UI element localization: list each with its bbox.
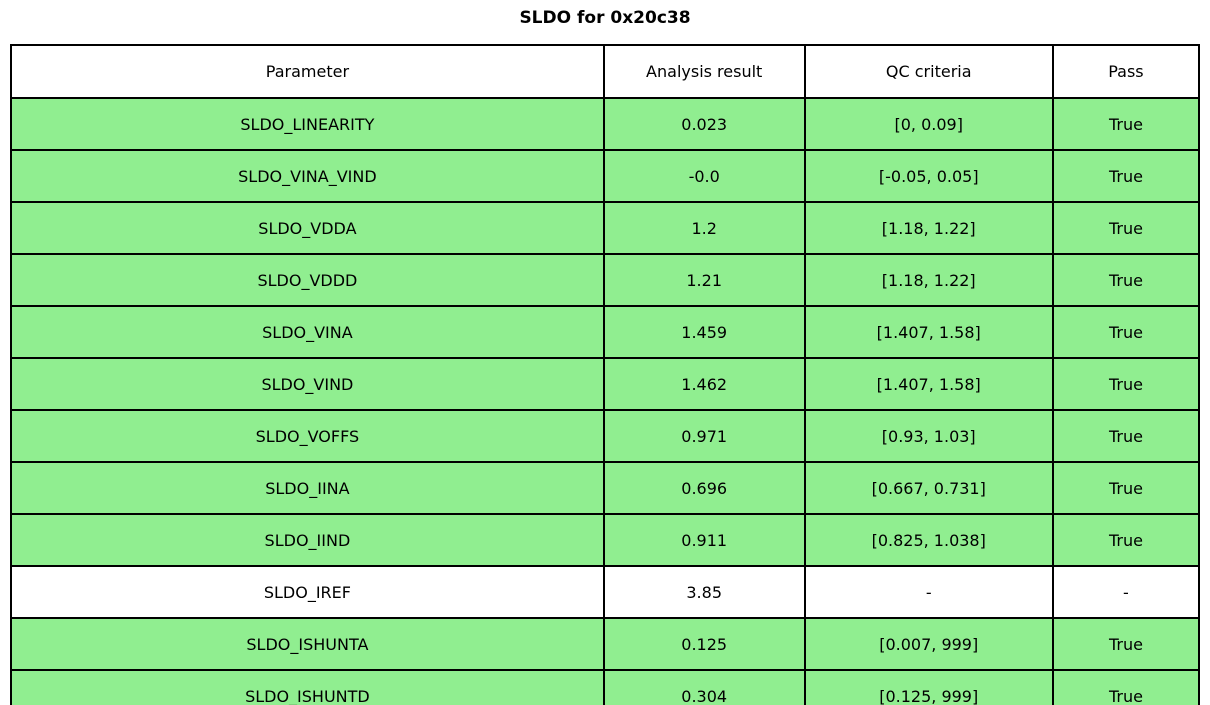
cell-analysis-result: 3.85 xyxy=(602,565,806,619)
cell-qc-criteria: [0.125, 999] xyxy=(803,669,1054,705)
page-title: SLDO for 0x20c38 xyxy=(519,8,691,28)
cell-qc-criteria: [-0.05, 0.05] xyxy=(803,149,1054,203)
cell-analysis-result: 0.911 xyxy=(602,513,806,567)
cell-parameter: SLDO_VOFFS xyxy=(10,409,605,463)
table-row: SLDO_IREF 3.85- - xyxy=(10,565,1201,619)
cell-parameter: SLDO_LINEARITY xyxy=(10,97,605,151)
cell-pass: True xyxy=(1051,513,1201,567)
cell-analysis-result: 0.696 xyxy=(602,461,806,515)
cell-pass: True xyxy=(1051,617,1201,671)
cell-qc-criteria: [0.825, 1.038] xyxy=(803,513,1054,567)
table-row: SLDO_VDDD 1.21 [1.18, 1.22] True xyxy=(10,253,1201,307)
cell-analysis-result: 1.462 xyxy=(602,357,806,411)
cell-qc-criteria: [0, 0.09] xyxy=(803,97,1054,151)
cell-qc-criteria: [1.407, 1.58] xyxy=(803,305,1054,359)
table-header-row: Parameter Analysis result QC criteria Pa… xyxy=(10,44,1201,99)
table-row: SLDO_VDDA 1.2 [1.18, 1.22] True xyxy=(10,201,1201,255)
cell-analysis-result: 1.459 xyxy=(602,305,806,359)
column-header-analysis-result: Analysis result xyxy=(602,44,806,99)
cell-analysis-result: 0.023 xyxy=(602,97,806,151)
table-row: SLDO_VIND 1.462 [1.407, 1.58] True xyxy=(10,357,1201,411)
cell-analysis-result: 1.21 xyxy=(602,253,806,307)
cell-qc-criteria: - xyxy=(803,565,1054,619)
cell-parameter: SLDO_IINA xyxy=(10,461,605,515)
cell-parameter: SLDO_VINA_VIND xyxy=(10,149,605,203)
cell-parameter: SLDO_IIND xyxy=(10,513,605,567)
table-row: SLDO_IIND 0.911 [0.825, 1.038] True xyxy=(10,513,1201,567)
cell-parameter: SLDO_VDDD xyxy=(10,253,605,307)
cell-pass: True xyxy=(1051,461,1201,515)
cell-qc-criteria: [0.667, 0.731] xyxy=(803,461,1054,515)
cell-parameter: SLDO_ISHUNTA xyxy=(10,617,605,671)
cell-analysis-result: 1.2 xyxy=(602,201,806,255)
cell-analysis-result: 0.304 xyxy=(602,669,806,705)
cell-parameter: SLDO_VINA xyxy=(10,305,605,359)
cell-pass: True xyxy=(1051,149,1201,203)
cell-pass: True xyxy=(1051,669,1201,705)
column-header-pass: Pass xyxy=(1051,44,1201,99)
cell-qc-criteria: [1.18, 1.22] xyxy=(803,253,1054,307)
table-row: SLDO_LINEARITY 0.023 [0, 0.09] True xyxy=(10,97,1201,151)
cell-analysis-result: 0.125 xyxy=(602,617,806,671)
cell-parameter: SLDO_VIND xyxy=(10,357,605,411)
table-body: SLDO_LINEARITY 0.023 [0, 0.09] True SLDO_VIN… xyxy=(10,97,1201,705)
qc-results-table: Parameter Analysis result QC criteria Pa… xyxy=(10,44,1201,705)
cell-parameter: SLDO_VDDA xyxy=(10,201,605,255)
cell-analysis-result: -0.0 xyxy=(602,149,806,203)
table-row: SLDO_ISHUNTD 0.304 [0.125, 999] True xyxy=(10,669,1201,705)
column-header-parameter: Parameter xyxy=(10,44,605,99)
table-row: SLDO_VINA 1.459 [1.407, 1.58] True xyxy=(10,305,1201,359)
cell-pass: True xyxy=(1051,253,1201,307)
cell-pass: True xyxy=(1051,201,1201,255)
table-row: SLDO_VINA_VIND -0.0 [-0.05, 0.05] True xyxy=(10,149,1201,203)
cell-pass: True xyxy=(1051,97,1201,151)
cell-pass: True xyxy=(1051,357,1201,411)
table-row: SLDO_ISHUNTA 0.125 [0.007, 999] True xyxy=(10,617,1201,671)
table-row: SLDO_VOFFS 0.971 [0.93, 1.03] True xyxy=(10,409,1201,463)
table-row: SLDO_IINA 0.696 [0.667, 0.731] True xyxy=(10,461,1201,515)
cell-parameter: SLDO_ISHUNTD xyxy=(10,669,605,705)
cell-qc-criteria: [0.93, 1.03] xyxy=(803,409,1054,463)
cell-analysis-result: 0.971 xyxy=(602,409,806,463)
cell-parameter: SLDO_IREF xyxy=(10,565,605,619)
cell-pass: - xyxy=(1051,565,1201,619)
cell-pass: True xyxy=(1051,305,1201,359)
cell-pass: True xyxy=(1051,409,1201,463)
cell-qc-criteria: [0.007, 999] xyxy=(803,617,1054,671)
cell-qc-criteria: [1.18, 1.22] xyxy=(803,201,1054,255)
cell-qc-criteria: [1.407, 1.58] xyxy=(803,357,1054,411)
column-header-qc-criteria: QC criteria xyxy=(803,44,1054,99)
